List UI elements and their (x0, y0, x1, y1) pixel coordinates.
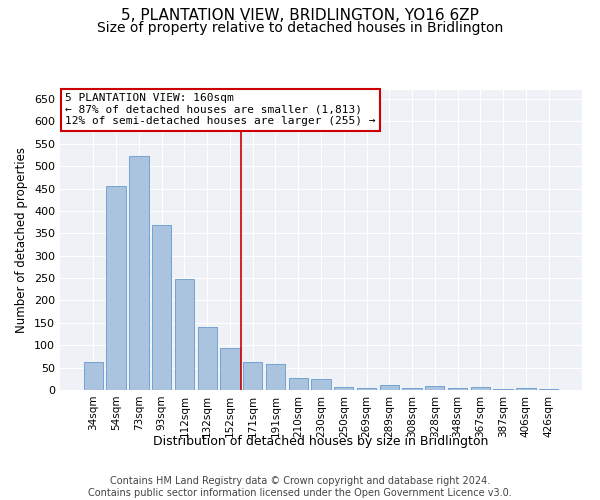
Bar (220, 348, 239, 390)
Bar (380, 384, 399, 390)
Bar (425, 386, 445, 390)
Bar (152, 225, 172, 390)
Bar (129, 156, 149, 390)
Text: Contains HM Land Registry data © Crown copyright and database right 2024.
Contai: Contains HM Land Registry data © Crown c… (88, 476, 512, 498)
Bar (493, 389, 513, 390)
Bar (403, 388, 422, 390)
Y-axis label: Number of detached properties: Number of detached properties (16, 147, 28, 333)
Bar (311, 379, 331, 390)
Bar (448, 388, 467, 390)
Bar (84, 362, 103, 390)
Text: Distribution of detached houses by size in Bridlington: Distribution of detached houses by size … (154, 435, 488, 448)
Bar (357, 388, 376, 390)
Bar (289, 378, 308, 390)
Bar (266, 364, 285, 390)
Bar (106, 186, 126, 390)
Text: 5, PLANTATION VIEW, BRIDLINGTON, YO16 6ZP: 5, PLANTATION VIEW, BRIDLINGTON, YO16 6Z… (121, 8, 479, 22)
Bar (243, 362, 262, 390)
Bar (175, 279, 194, 390)
Text: Size of property relative to detached houses in Bridlington: Size of property relative to detached ho… (97, 21, 503, 35)
Bar (539, 388, 558, 390)
Bar (516, 388, 536, 390)
Text: 5 PLANTATION VIEW: 160sqm
← 87% of detached houses are smaller (1,813)
12% of se: 5 PLANTATION VIEW: 160sqm ← 87% of detac… (65, 93, 376, 126)
Bar (197, 328, 217, 390)
Bar (334, 388, 353, 390)
Bar (470, 387, 490, 390)
